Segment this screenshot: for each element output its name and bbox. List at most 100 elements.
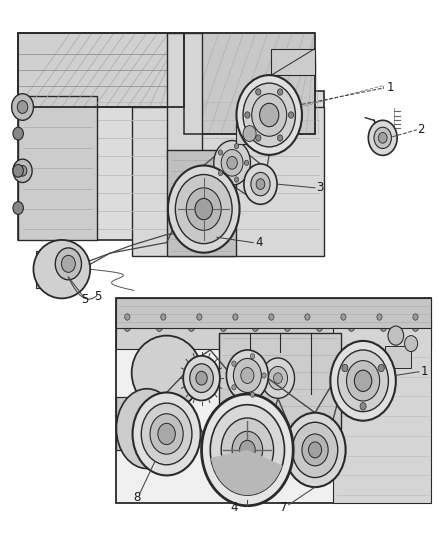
Circle shape (377, 314, 382, 320)
Ellipse shape (117, 389, 177, 469)
Circle shape (232, 431, 263, 469)
Circle shape (251, 392, 254, 397)
Circle shape (125, 314, 130, 320)
Circle shape (210, 405, 285, 495)
Ellipse shape (33, 240, 90, 298)
Circle shape (244, 164, 277, 204)
Circle shape (12, 94, 33, 120)
Circle shape (316, 324, 322, 332)
Text: 4: 4 (255, 236, 263, 249)
Circle shape (378, 365, 384, 372)
Circle shape (261, 358, 294, 398)
Circle shape (150, 414, 183, 454)
Circle shape (197, 314, 202, 320)
Circle shape (413, 324, 419, 332)
Circle shape (240, 440, 255, 459)
Circle shape (55, 248, 81, 280)
Circle shape (341, 314, 346, 320)
Circle shape (360, 402, 366, 410)
Bar (18, 96, 97, 240)
Circle shape (234, 177, 239, 182)
Text: 5: 5 (81, 294, 88, 306)
Bar (18, 33, 184, 107)
Bar (166, 33, 201, 160)
Circle shape (183, 356, 220, 400)
Bar (184, 33, 315, 134)
Circle shape (18, 165, 27, 176)
Circle shape (256, 89, 261, 95)
Circle shape (244, 160, 249, 165)
Bar (117, 298, 431, 503)
Circle shape (226, 350, 268, 401)
Bar (184, 33, 315, 134)
Circle shape (354, 370, 372, 391)
Circle shape (346, 361, 380, 401)
Circle shape (252, 324, 258, 332)
Bar (332, 320, 431, 503)
Bar (117, 298, 431, 349)
Circle shape (13, 201, 23, 214)
Circle shape (278, 135, 283, 141)
Circle shape (13, 127, 23, 140)
Circle shape (251, 172, 270, 196)
Circle shape (378, 133, 387, 143)
Circle shape (218, 150, 223, 155)
Circle shape (233, 314, 238, 320)
Circle shape (269, 314, 274, 320)
Bar (385, 346, 411, 368)
Circle shape (241, 368, 254, 383)
Text: 2: 2 (417, 123, 425, 136)
Circle shape (61, 255, 75, 272)
Circle shape (221, 418, 274, 482)
Circle shape (348, 324, 354, 332)
Text: 5: 5 (94, 290, 101, 303)
Circle shape (195, 198, 212, 220)
Text: 4: 4 (230, 502, 238, 514)
Circle shape (330, 341, 396, 421)
Bar (132, 107, 324, 256)
Circle shape (302, 434, 328, 466)
Circle shape (256, 179, 265, 189)
Circle shape (175, 174, 232, 244)
Circle shape (342, 365, 348, 372)
Circle shape (133, 392, 201, 475)
Text: 1: 1 (387, 82, 394, 94)
Text: 3: 3 (317, 181, 324, 195)
Circle shape (233, 359, 261, 392)
Circle shape (251, 353, 254, 359)
Circle shape (284, 324, 290, 332)
Circle shape (292, 422, 338, 478)
Circle shape (186, 188, 221, 230)
Text: 7: 7 (280, 502, 287, 514)
Circle shape (232, 385, 236, 390)
Circle shape (13, 159, 32, 182)
Text: 1: 1 (420, 365, 428, 378)
Circle shape (232, 361, 236, 366)
Circle shape (190, 364, 213, 392)
Circle shape (260, 103, 279, 127)
Bar (272, 49, 315, 75)
Bar (18, 33, 184, 107)
Circle shape (158, 423, 175, 445)
Circle shape (214, 141, 251, 185)
Circle shape (161, 314, 166, 320)
Circle shape (245, 112, 250, 118)
Bar (117, 397, 155, 450)
Circle shape (220, 324, 226, 332)
Circle shape (201, 394, 293, 506)
Bar (117, 298, 431, 328)
Circle shape (243, 83, 295, 147)
Circle shape (227, 157, 237, 169)
Bar (219, 333, 341, 429)
Circle shape (13, 165, 23, 177)
Circle shape (380, 324, 386, 332)
Circle shape (252, 94, 287, 136)
Circle shape (262, 373, 266, 378)
Circle shape (188, 324, 194, 332)
Circle shape (141, 403, 192, 465)
Circle shape (374, 127, 392, 149)
Circle shape (17, 101, 28, 114)
Text: 8: 8 (133, 491, 141, 504)
Circle shape (237, 75, 302, 155)
Circle shape (405, 336, 418, 352)
